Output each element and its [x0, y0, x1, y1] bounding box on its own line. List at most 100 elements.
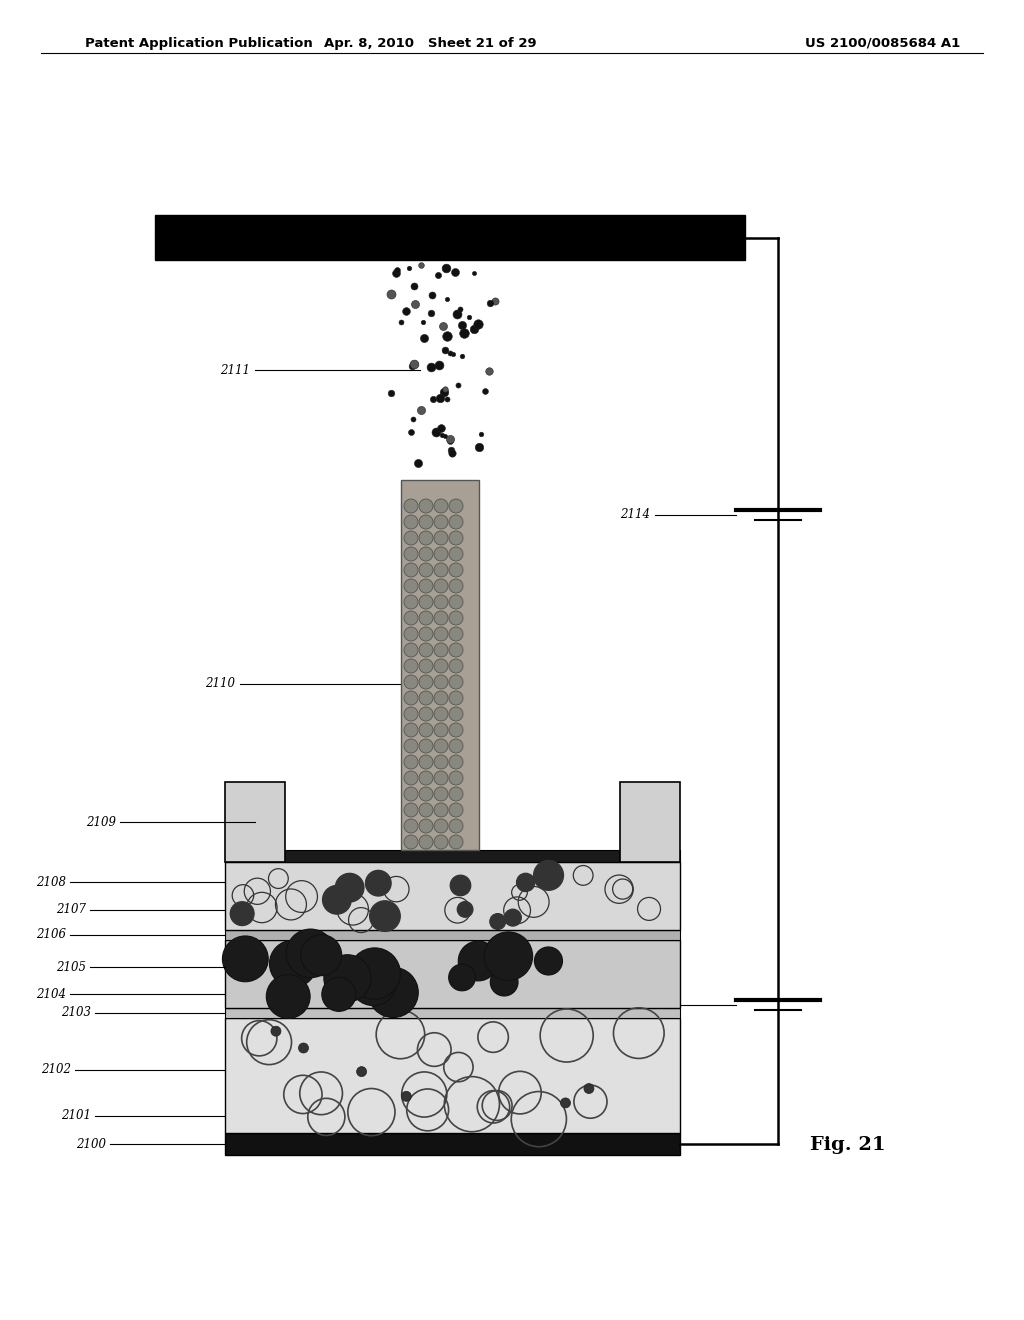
- Circle shape: [449, 499, 463, 513]
- Circle shape: [404, 643, 418, 657]
- Text: 2107: 2107: [56, 903, 86, 916]
- Circle shape: [419, 787, 433, 801]
- Circle shape: [419, 675, 433, 689]
- Circle shape: [434, 675, 449, 689]
- Circle shape: [419, 546, 433, 561]
- Circle shape: [434, 627, 449, 642]
- Circle shape: [449, 964, 475, 991]
- Circle shape: [449, 803, 463, 817]
- Circle shape: [222, 936, 268, 982]
- Circle shape: [419, 643, 433, 657]
- Circle shape: [434, 643, 449, 657]
- Bar: [225, 1018, 680, 1133]
- Circle shape: [419, 803, 433, 817]
- Circle shape: [434, 579, 449, 593]
- Circle shape: [419, 739, 433, 752]
- Circle shape: [419, 659, 433, 673]
- Text: 2110: 2110: [205, 677, 234, 690]
- Circle shape: [404, 595, 418, 609]
- Circle shape: [404, 739, 418, 752]
- Circle shape: [535, 946, 562, 975]
- Circle shape: [404, 499, 418, 513]
- Circle shape: [449, 771, 463, 785]
- Circle shape: [459, 941, 498, 981]
- Circle shape: [366, 870, 391, 896]
- Circle shape: [404, 708, 418, 721]
- Circle shape: [449, 787, 463, 801]
- Circle shape: [404, 771, 418, 785]
- Circle shape: [404, 787, 418, 801]
- Circle shape: [368, 968, 418, 1018]
- Circle shape: [301, 935, 342, 975]
- Circle shape: [434, 755, 449, 770]
- Bar: [620, 781, 680, 862]
- Circle shape: [434, 690, 449, 705]
- Circle shape: [434, 771, 449, 785]
- Circle shape: [449, 659, 463, 673]
- Circle shape: [404, 690, 418, 705]
- Bar: [225, 862, 680, 931]
- Circle shape: [434, 546, 449, 561]
- Circle shape: [370, 900, 400, 932]
- Circle shape: [322, 977, 356, 1011]
- Text: 2113: 2113: [620, 998, 650, 1011]
- Circle shape: [419, 515, 433, 529]
- Text: 2102: 2102: [41, 1063, 71, 1076]
- Circle shape: [434, 723, 449, 737]
- Circle shape: [419, 723, 433, 737]
- Circle shape: [434, 531, 449, 545]
- Circle shape: [584, 1084, 594, 1093]
- Circle shape: [401, 1092, 412, 1101]
- Circle shape: [419, 627, 433, 642]
- Circle shape: [489, 913, 506, 929]
- Circle shape: [434, 787, 449, 801]
- Text: 2112: 2112: [170, 231, 200, 244]
- Circle shape: [449, 546, 463, 561]
- Circle shape: [335, 874, 364, 902]
- Text: 2100: 2100: [76, 1138, 106, 1151]
- Circle shape: [419, 499, 433, 513]
- Bar: [225, 940, 680, 1008]
- Circle shape: [434, 818, 449, 833]
- Bar: [225, 1133, 680, 1155]
- Circle shape: [516, 874, 535, 891]
- Circle shape: [449, 515, 463, 529]
- Circle shape: [419, 579, 433, 593]
- Circle shape: [404, 675, 418, 689]
- Bar: [155, 215, 745, 260]
- Circle shape: [434, 499, 449, 513]
- Circle shape: [404, 818, 418, 833]
- Circle shape: [434, 611, 449, 624]
- Circle shape: [449, 611, 463, 624]
- Circle shape: [449, 579, 463, 593]
- Circle shape: [449, 675, 463, 689]
- Circle shape: [449, 627, 463, 642]
- Circle shape: [458, 902, 473, 917]
- Circle shape: [298, 1043, 308, 1053]
- Text: 2109: 2109: [86, 816, 116, 829]
- Circle shape: [449, 690, 463, 705]
- Circle shape: [404, 723, 418, 737]
- Text: 2105: 2105: [56, 961, 86, 974]
- Circle shape: [419, 818, 433, 833]
- Bar: [225, 931, 680, 940]
- Circle shape: [404, 546, 418, 561]
- Circle shape: [449, 595, 463, 609]
- Circle shape: [404, 627, 418, 642]
- Circle shape: [350, 960, 396, 1006]
- Circle shape: [419, 531, 433, 545]
- Bar: [225, 850, 680, 862]
- Circle shape: [434, 836, 449, 849]
- Circle shape: [404, 515, 418, 529]
- Circle shape: [419, 771, 433, 785]
- Circle shape: [449, 723, 463, 737]
- Bar: [401, 480, 479, 850]
- Circle shape: [434, 739, 449, 752]
- Circle shape: [404, 611, 418, 624]
- Circle shape: [230, 902, 254, 925]
- Text: Fig. 21: Fig. 21: [810, 1137, 886, 1154]
- Circle shape: [419, 564, 433, 577]
- Circle shape: [404, 803, 418, 817]
- Circle shape: [560, 1098, 570, 1107]
- Circle shape: [269, 940, 316, 987]
